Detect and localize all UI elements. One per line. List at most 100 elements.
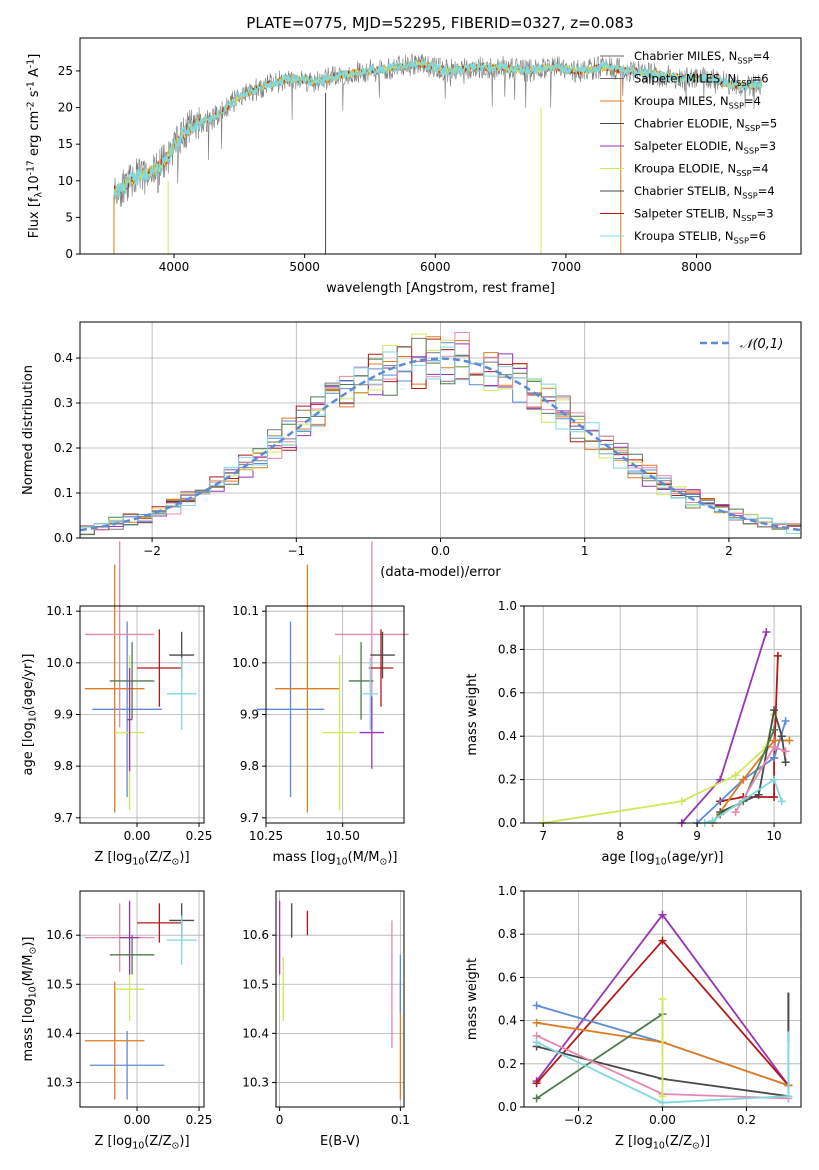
- x-tick-label: 1: [581, 544, 589, 558]
- mass-weight-marker: [532, 1018, 541, 1027]
- x-tick-label: 9: [693, 829, 701, 843]
- y-tick-label: 0.0: [498, 816, 517, 830]
- mass-weight-marker: [781, 758, 790, 767]
- mass-weight-series-line: [536, 1013, 664, 1100]
- x-axis-label: wavelength [Angstrom, rest frame]: [326, 281, 555, 296]
- mass-weight-marker: [754, 790, 763, 799]
- x-tick-label: −1: [287, 544, 305, 558]
- residual-histograms: [80, 332, 801, 536]
- y-tick-label: 10.1: [46, 604, 73, 618]
- y-tick-label: 0.2: [54, 441, 73, 455]
- errorbar-points: [256, 541, 409, 813]
- mass-weight-marker: [770, 706, 779, 715]
- mass-weight-marker: [770, 725, 779, 734]
- x-tick-label: 5000: [289, 260, 320, 274]
- y-tick-label: 0.4: [498, 1014, 517, 1028]
- mass-weight-lines: [532, 910, 793, 1107]
- spectrum-lines: [113, 53, 763, 211]
- y-tick-label: 9.8: [240, 759, 259, 773]
- mass-weight-series-line: [696, 720, 787, 824]
- x-axis-label: age [log10(age/yr)]: [602, 850, 724, 868]
- y-axis-label: Normed distribution: [21, 365, 36, 495]
- x-tick-label: 0.2: [737, 1113, 756, 1127]
- x-axis-label: E(B-V): [320, 1134, 360, 1149]
- mass-weight-marker: [532, 1094, 541, 1103]
- normal-curve: [79, 357, 802, 532]
- x-tick-label: 7000: [551, 260, 582, 274]
- legend-entry-label: Chabrier STELIB, NSSP=4: [634, 184, 775, 201]
- mass-weight-marker: [731, 771, 740, 780]
- y-tick-label: 0.8: [498, 927, 517, 941]
- mass-weight-marker: [770, 743, 779, 752]
- y-tick-label: 0.2: [498, 773, 517, 787]
- x-tick-label: 0: [276, 1113, 284, 1127]
- y-tick-label: 9.8: [54, 759, 73, 773]
- legend-entry-label: Kroupa ELODIE, NSSP=4: [634, 162, 769, 179]
- x-tick-label: −2: [143, 544, 161, 558]
- y-tick-label: 9.7: [240, 811, 259, 825]
- y-tick-label: 0.6: [498, 970, 517, 984]
- x-tick-label: 0.25: [186, 1113, 213, 1127]
- x-axis-label: mass [log10(M/M⊙)]: [273, 850, 398, 868]
- mass-weight-marker: [532, 1038, 541, 1047]
- errorbar-points: [278, 900, 402, 1100]
- y-tick-label: 0.0: [498, 1100, 517, 1114]
- y-axis-label: mass [log10(M/M⊙)]: [21, 937, 39, 1062]
- x-tick-label: 8: [616, 829, 624, 843]
- y-tick-label: 15: [58, 137, 73, 151]
- y-tick-label: 10.0: [46, 656, 73, 670]
- y-tick-label: 0.1: [54, 486, 73, 500]
- x-axis-label: Z [log10(Z/Z⊙)]: [94, 850, 189, 868]
- y-axis-label: mass weight: [465, 673, 480, 755]
- axes-frame: [79, 890, 205, 1108]
- y-tick-label: 10.4: [46, 1026, 73, 1040]
- legend-entry-label: Salpeter STELIB, NSSP=3: [634, 207, 774, 224]
- y-tick-label: 0.8: [498, 642, 517, 656]
- y-tick-label: 0.0: [54, 531, 73, 545]
- y-tick-label: 10.6: [242, 928, 269, 942]
- legend-entry-label: 𝒩(0,1): [740, 337, 783, 352]
- x-tick-label: 4000: [159, 260, 190, 274]
- x-tick-label: −0.2: [564, 1113, 593, 1127]
- y-tick-label: 0.2: [498, 1057, 517, 1071]
- y-tick-label: 10.1: [232, 604, 259, 618]
- x-tick-label: 10.25: [249, 829, 283, 843]
- x-axis-label: (data-model)/error: [380, 565, 501, 580]
- mass-weight-marker: [658, 910, 667, 919]
- y-tick-label: 25: [58, 64, 73, 78]
- y-tick-label: 10.3: [46, 1075, 73, 1089]
- legend-entry-label: Chabrier ELODIE, NSSP=5: [634, 117, 777, 134]
- y-axis-label: Flux [fλ10-17 erg cm-2 s-1 A-1]: [26, 54, 45, 239]
- y-tick-label: 10.4: [242, 1026, 269, 1040]
- y-axis-label: age [log10(age/yr)]: [21, 654, 39, 776]
- mass-weight-marker: [777, 797, 786, 806]
- y-tick-label: 10.5: [242, 977, 269, 991]
- x-tick-label: 0.00: [124, 829, 151, 843]
- errorbar-points: [84, 541, 197, 813]
- errorbar-points: [84, 900, 197, 1100]
- axes-frame: [79, 37, 802, 255]
- x-tick-label: 0.25: [186, 829, 213, 843]
- mass-weight-marker: [777, 732, 786, 741]
- mass-weight-marker: [781, 717, 790, 726]
- x-axis-label: Z [log10(Z/Z⊙)]: [94, 1134, 189, 1152]
- spectrum-title: PLATE=0775, MJD=52295, FIBERID=0327, z=0…: [246, 14, 633, 32]
- mass-weight-marker: [770, 775, 779, 784]
- x-tick-label: 10.50: [325, 829, 359, 843]
- axes-frame: [523, 605, 802, 824]
- y-tick-label: 0.4: [54, 351, 73, 365]
- mass-weight-marker: [658, 936, 667, 945]
- y-tick-label: 5: [65, 210, 73, 224]
- mass-weight-marker: [770, 792, 779, 801]
- y-tick-label: 10.6: [46, 928, 73, 942]
- mass-weight-marker: [762, 628, 771, 637]
- mass-weight-marker: [781, 747, 790, 756]
- y-tick-label: 0.4: [498, 729, 517, 743]
- mass-weight-marker: [770, 753, 779, 762]
- legend-entry-label: Kroupa STELIB, NSSP=6: [634, 229, 766, 246]
- x-tick-label: 10: [766, 829, 781, 843]
- y-tick-label: 1.0: [498, 884, 517, 898]
- mass-weight-series-line: [704, 778, 783, 824]
- mass-weight-marker: [677, 797, 686, 806]
